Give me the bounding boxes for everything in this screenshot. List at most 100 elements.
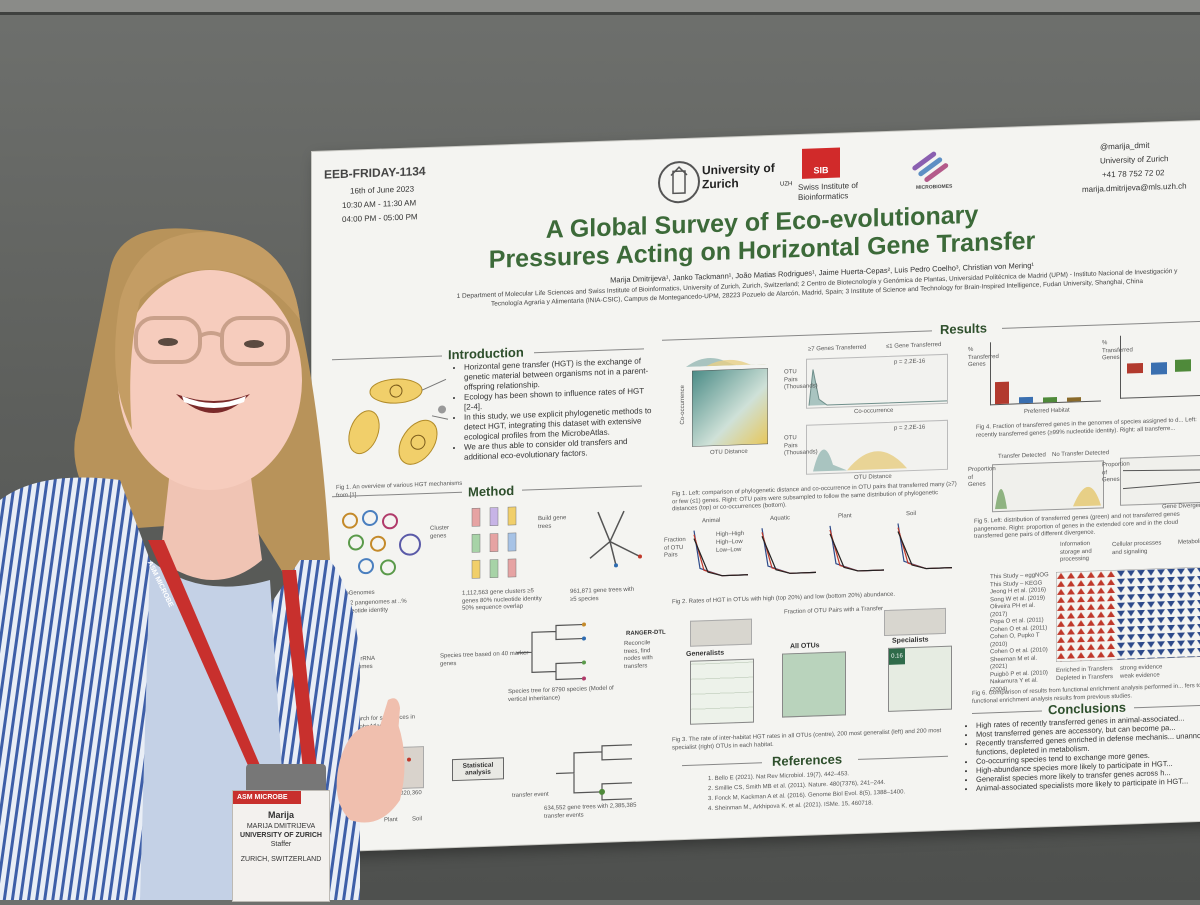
habitat-animal-label: Animal	[702, 517, 721, 525]
results-rule-left	[662, 330, 932, 341]
sib-logo: SIB	[802, 147, 840, 179]
gene-clusters-figure	[470, 504, 530, 586]
poster: EEB-FRIDAY-1134 16th of June 2023 10:30 …	[312, 120, 1200, 853]
gene-trees-final-figure	[552, 740, 642, 803]
habitat-plant-label: Plant	[838, 513, 852, 520]
legend-many-genes: ≥7 Genes Transferred	[808, 344, 867, 353]
references-title: References	[772, 751, 843, 769]
person-illustration	[0, 228, 405, 900]
cellular-processes-label: Cellular processes and signaling	[1112, 540, 1162, 556]
intro-bullets: Horizontal gene transfer (HGT) is the ex…	[452, 356, 654, 463]
pvalue-1: p = 2.2E-16	[894, 358, 926, 366]
ranger-dtl-caption: Reconcile trees, find nodes with transfe…	[624, 640, 653, 670]
intro-rule-right	[534, 348, 644, 354]
bar-aquatic	[1019, 396, 1033, 404]
legend-low-low: Low–Low	[716, 547, 742, 554]
wall-seam	[0, 12, 1200, 15]
habitat-soil-label: Soil	[906, 510, 917, 518]
ylabel-otu-pairs-2: OTU Pairs (Thousands)	[784, 435, 818, 457]
distance-density-plot	[686, 350, 766, 367]
badge-full-name: MARIJA DMITRIJEVA	[246, 822, 316, 830]
contact-university: University of Zurich	[1100, 154, 1169, 166]
xlabel-preferred-habitat: Preferred Habitat	[1024, 407, 1070, 416]
legend-depleted: Depleted in Transfers	[1056, 674, 1114, 683]
conclusions-rule-left	[972, 710, 1042, 714]
contact-phone: +41 78 752 72 02	[1102, 168, 1165, 180]
results-rule-right	[1002, 320, 1200, 329]
gene-divergence-chart	[1120, 454, 1200, 506]
results-fig1-caption: Fig 1. Left: comparison of phylogenetic …	[672, 481, 957, 513]
xlabel-otu-distance-2: OTU Distance	[854, 473, 892, 482]
legend-weak-evidence: weak evidence	[1120, 672, 1160, 680]
pangenome-distribution-chart	[992, 460, 1104, 513]
badge-role: Staffer	[270, 840, 292, 848]
ylabel-proportion-genes-1: Proportion of Genes	[968, 466, 996, 489]
study-list: This Study – eggNOG This Study – KEGG Je…	[990, 572, 1054, 694]
cooccurrence-scatter-plot	[691, 367, 769, 448]
legend-transfer-detected: Transfer Detected	[998, 452, 1046, 461]
enrichment-triangle-grid	[1055, 566, 1200, 663]
face	[118, 270, 302, 490]
conference-badge: ASM MICROBE Marija MARIJA DMITRIJEVA UNI…	[232, 790, 330, 902]
specialists-label: Specialists	[892, 636, 929, 645]
transferred-genes-boxplot-right	[1120, 332, 1200, 399]
box-aquatic	[1151, 362, 1167, 375]
method-rule-right	[522, 485, 642, 491]
species-tree-caption: Species tree for 8790 species (Model of …	[508, 685, 614, 703]
lanyard-left	[148, 540, 262, 770]
results-fig4-caption: Fig 4. Fraction of transferred genes in …	[976, 417, 1197, 439]
histogram-cooccurrence	[806, 353, 948, 409]
results-fig3-caption: Fig 3. The rate of inter-habitat HGT rat…	[672, 728, 942, 751]
xlabel-otu-distance-1: OTU Distance	[710, 448, 748, 457]
results-fig2-caption: Fig 2. Rates of HGT in OTUs with high (t…	[672, 591, 895, 606]
specialists-map	[884, 607, 946, 637]
generalists-heatmap	[690, 658, 754, 725]
badge-logo: ASM MICROBE	[233, 791, 301, 804]
bar-animal	[995, 381, 1009, 405]
person-presenter: ASM MICROBE Marija MARIJA DMITRIJEVA UNI…	[0, 0, 440, 902]
uzh-seal-logo	[658, 160, 700, 204]
bar-soil	[1067, 397, 1081, 402]
badge-org: UNIVERSITY OF ZURICH	[240, 831, 322, 839]
ylabel-cooccurrence: Co-occurrence	[679, 385, 686, 425]
thumbs-up-hand	[336, 724, 405, 823]
transfer-event-label: transfer event	[512, 791, 549, 800]
glasses	[134, 316, 290, 366]
generalists-map	[690, 618, 752, 647]
gene-trees-caption: 961,871 gene trees with ≥5 species	[570, 586, 635, 603]
specialists-heatmap: 0.16	[888, 645, 952, 712]
ylabel-pct-transferred-1: % Transferred Genes	[968, 346, 999, 369]
ylabel-otu-pairs-1: OTU Pairs (Thousands)	[784, 369, 818, 391]
ylabel-fraction-otu-pairs: Fraction of OTU Pairs	[664, 536, 686, 559]
habitat-aquatic-label: Aquatic	[770, 515, 791, 523]
pvalue-2: p = 2.2E-16	[894, 424, 926, 432]
intro-title: Introduction	[448, 344, 524, 363]
species-tree-figure	[512, 620, 592, 683]
conclusions-rule-right	[1134, 704, 1200, 709]
lanyard-right	[282, 570, 318, 780]
wall-top-strip	[0, 0, 1200, 12]
microbiomes-label: MICROBIOMES	[916, 183, 953, 191]
neck	[160, 470, 262, 580]
badge-location: ZURICH, SWITZERLAND	[240, 855, 322, 863]
twitter-handle: @marija_dmit	[1100, 140, 1150, 152]
hgt-mechanisms-figure	[336, 369, 460, 481]
refs-rule-right	[858, 755, 948, 760]
results-title: Results	[940, 320, 987, 338]
all-otus-label: All OTUs	[790, 642, 820, 651]
transferred-genes-bar-chart-left	[990, 338, 1101, 406]
specialists-heat-cell: 0.16	[889, 648, 905, 665]
conclusions-title: Conclusions	[1048, 699, 1127, 718]
build-gene-trees-label: Build gene trees	[538, 515, 567, 530]
badge-name: Marija	[267, 810, 294, 820]
bar-plant	[1043, 396, 1057, 403]
refs-rule-left	[682, 762, 762, 767]
legend-no-transfer: No Transfer Detected	[1052, 450, 1110, 459]
abundance-line-plots: Animal Aquatic Plant Soil	[692, 511, 962, 578]
legend-few-genes: ≤1 Gene Transferred	[886, 342, 942, 350]
gene-tree-figure	[580, 500, 650, 572]
conclusions-list: High rates of recently transferred genes…	[964, 712, 1200, 793]
microbiomes-logo	[908, 148, 952, 191]
info-storage-label: Information storage and processing	[1060, 540, 1092, 563]
gene-trees-final-caption: 634,552 gene trees with 2,385,385 transf…	[544, 802, 637, 820]
